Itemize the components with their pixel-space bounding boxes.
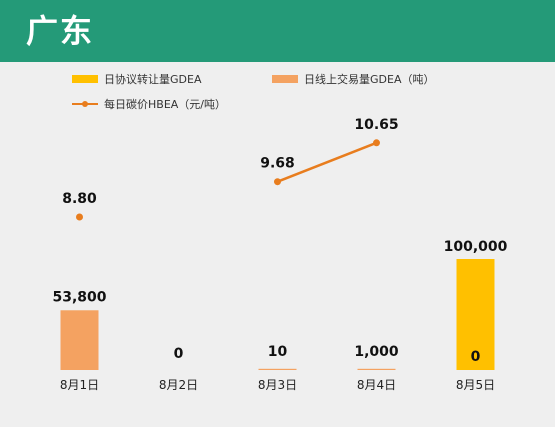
x-tick-label: 8月5日 xyxy=(456,378,495,392)
data-label: 1,000 xyxy=(354,344,399,360)
legend-marker-2 xyxy=(82,101,88,107)
data-label: 100,000 xyxy=(444,239,508,255)
legend-swatch-1 xyxy=(272,75,298,83)
legend-swatch-0 xyxy=(72,75,98,83)
header-banner: 广东 xyxy=(0,0,555,62)
legend-label-2: 每日碳价HBEA（元/吨） xyxy=(104,97,226,111)
page-title: 广东 xyxy=(26,12,95,50)
price-label: 8.80 xyxy=(62,191,97,207)
bar xyxy=(60,310,99,370)
price-line-segment xyxy=(277,141,377,183)
x-tick-label: 8月1日 xyxy=(60,378,99,392)
x-tick-label: 8月3日 xyxy=(258,378,297,392)
legend-label-0: 日协议转让量GDEA xyxy=(104,72,202,86)
price-point xyxy=(274,178,281,186)
data-label: 0 xyxy=(174,346,184,362)
x-tick-label: 8月2日 xyxy=(159,378,198,392)
price-point xyxy=(373,139,380,147)
data-label: 0 xyxy=(471,349,481,365)
bar xyxy=(357,368,396,370)
data-label: 53,800 xyxy=(52,289,106,305)
price-point xyxy=(76,213,83,221)
legend-label-1: 日线上交易量GDEA（吨） xyxy=(304,72,434,86)
bar xyxy=(258,368,297,370)
x-tick-label: 8月4日 xyxy=(357,378,396,392)
price-label: 10.65 xyxy=(354,117,398,133)
data-label: 10 xyxy=(268,344,288,360)
price-label: 9.68 xyxy=(260,156,295,172)
bar xyxy=(456,259,495,370)
